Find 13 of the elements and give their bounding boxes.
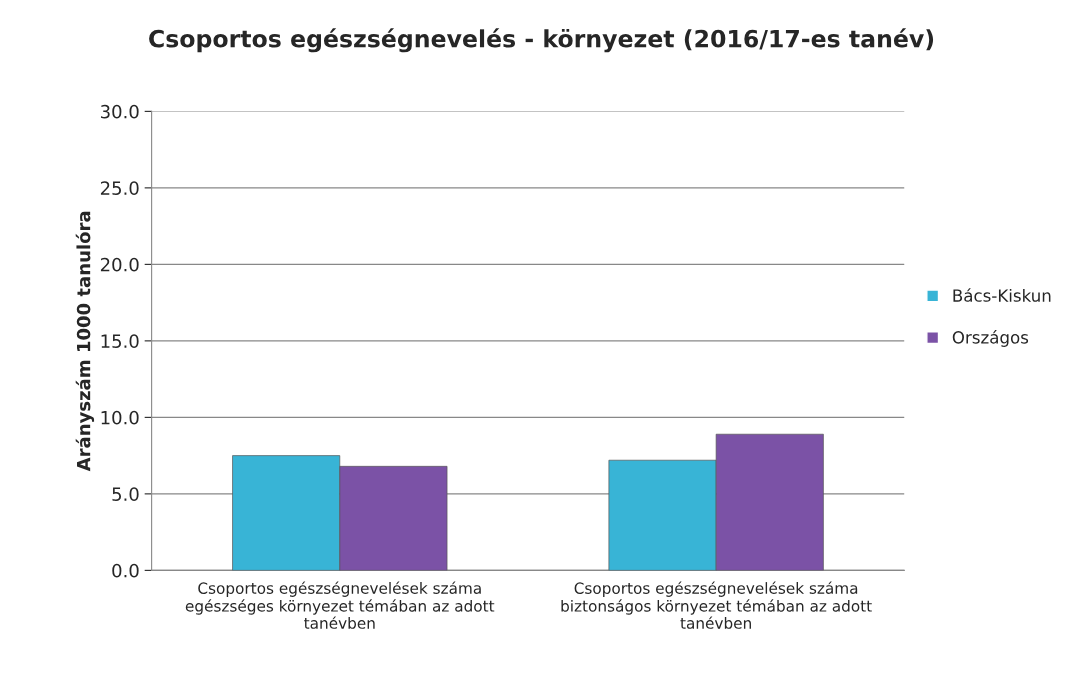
- legend-label: Bács-Kiskun: [953, 288, 1051, 302]
- x-tick-label: Csoportos egészségnevelések száma egészséges környezet témában az adott tanévben: [185, 581, 495, 629]
- y-tick-label: 0.0: [112, 563, 139, 578]
- y-tick-label: 15.0: [101, 334, 139, 348]
- x-tick-label: Csoportos egészségnevelések száma biztonságos környezet témában az adott tanévben: [561, 581, 872, 629]
- y-tick-label: 30.0: [100, 104, 139, 119]
- y-axis-title: Arányszám 1000 tanulóra: [75, 211, 95, 472]
- y-tick-label: 25.0: [100, 181, 139, 195]
- y-tick-label: 10.0: [101, 410, 139, 425]
- chart-title: Csoportos egészségnevelés - környezet (2016/17-es tanév): [149, 28, 934, 53]
- legend-label: Országos: [952, 330, 1029, 347]
- y-tick-label: 20.0: [100, 257, 139, 272]
- y-tick-label: 5.0: [112, 487, 139, 501]
